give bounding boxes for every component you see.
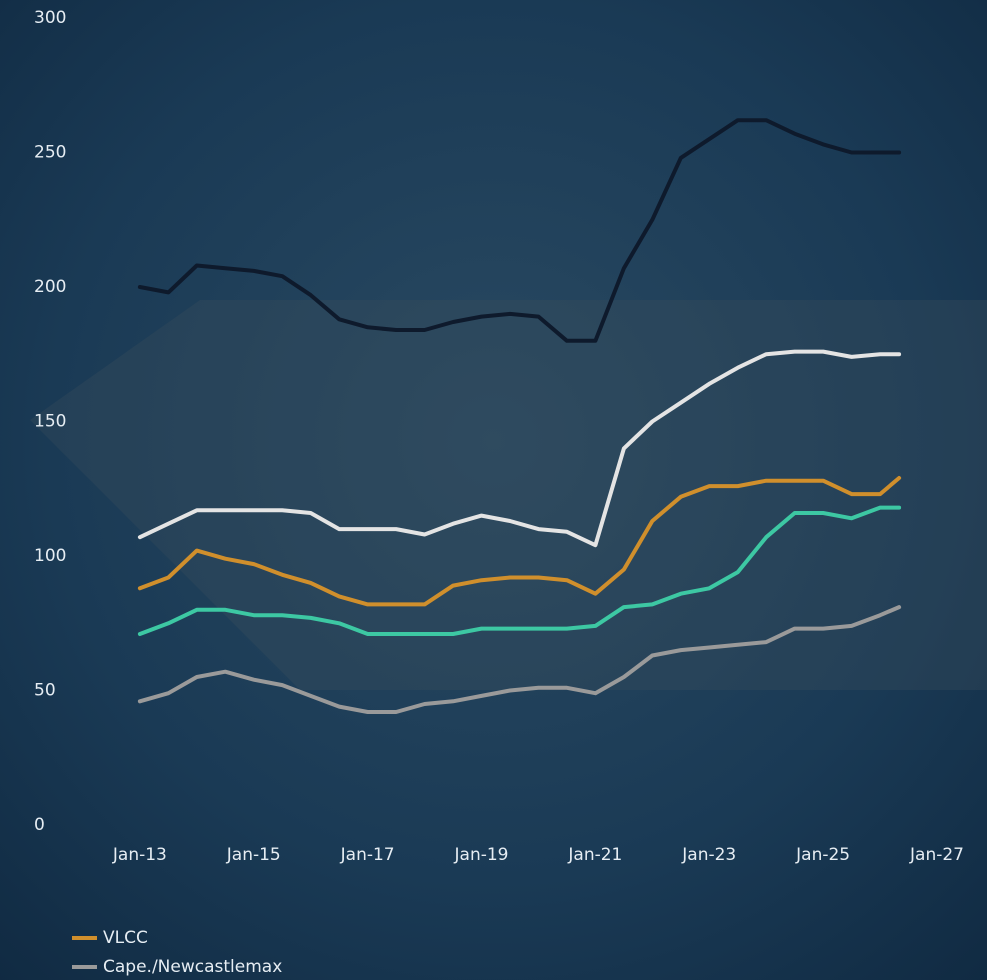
legend-label: VLCC	[103, 928, 148, 948]
series-line	[137, 605, 902, 714]
y-tick-label: 50	[34, 681, 56, 701]
series-line	[137, 505, 902, 636]
x-tick-label: Jan-19	[454, 845, 509, 865]
y-tick-label: 300	[34, 8, 66, 28]
x-tick-label: Jan-23	[681, 845, 736, 865]
series-line	[137, 476, 902, 607]
x-tick-label: Jan-25	[795, 845, 850, 865]
y-tick-label: 200	[34, 277, 66, 297]
y-tick-label: 0	[34, 815, 45, 835]
ship-image	[30, 300, 987, 690]
legend-label: Cape./Newcastlemax	[103, 957, 282, 977]
x-tick-label: Jan-21	[567, 845, 622, 865]
x-tick-label: Jan-27	[909, 845, 964, 865]
series-line	[137, 118, 902, 343]
x-tick-label: Jan-17	[340, 845, 395, 865]
y-tick-label: 150	[34, 412, 66, 432]
y-tick-label: 100	[34, 546, 66, 566]
x-tick-label: Jan-15	[226, 845, 281, 865]
y-tick-label: 250	[34, 143, 66, 163]
series-line	[137, 349, 902, 548]
plot-area: 0 50 100 150 200 250 300 Jan-13 Jan-15 Jan-17 Jan-…	[34, 8, 964, 977]
x-tick-label: Jan-13	[112, 845, 167, 865]
